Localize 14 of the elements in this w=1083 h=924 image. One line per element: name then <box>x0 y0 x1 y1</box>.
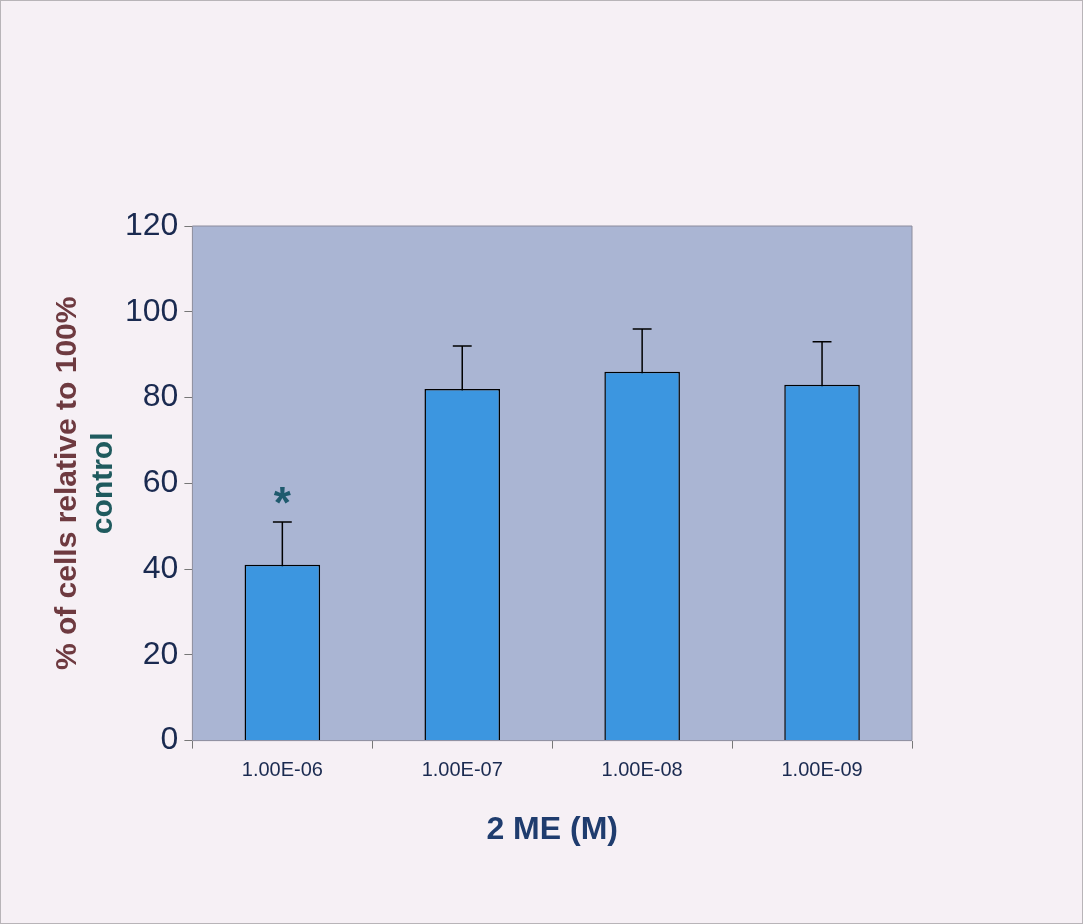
x-tick-label: 1.00E-06 <box>241 758 323 781</box>
y-tick-label: 0 <box>160 720 179 757</box>
annotation: * <box>273 478 292 528</box>
y-tick-label: 20 <box>142 634 179 671</box>
y-tick-label: 100 <box>125 291 179 328</box>
y-tick-label: 60 <box>142 463 179 500</box>
x-tick-label: 1.00E-09 <box>781 758 863 781</box>
x-axis-title: 2 ME (M) <box>486 809 618 846</box>
y-tick-label: 120 <box>125 205 179 242</box>
x-tick-label: 1.00E-08 <box>601 758 683 781</box>
y-tick-label: 80 <box>142 377 179 414</box>
y-axis-title: % of cells relative to 100% control <box>49 296 119 671</box>
x-tick-label: 1.00E-07 <box>421 758 503 781</box>
y-tick-label: 40 <box>142 548 179 585</box>
